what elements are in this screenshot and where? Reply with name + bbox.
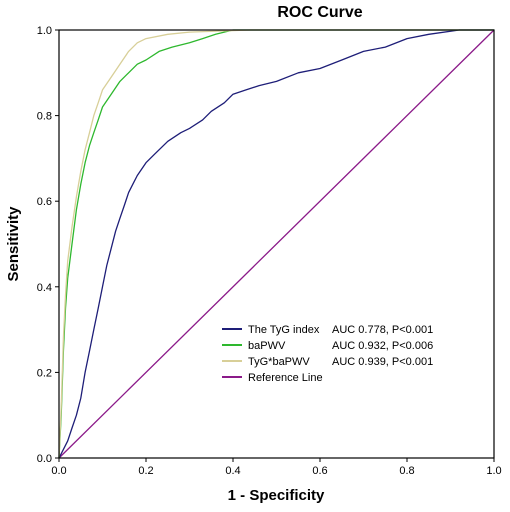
y-axis-title: Sensitivity — [5, 206, 22, 282]
series-line-the-tyg-index — [58, 29, 494, 459]
y-tick-label: 0.8 — [37, 111, 52, 123]
legend-stat-bapwv: AUC 0.932, P<0.006 — [332, 340, 433, 352]
x-axis-title: 1 - Specificity — [228, 487, 325, 504]
series-line-tyg-bapwv — [58, 29, 494, 459]
legend-label-bapwv: baPWV — [248, 340, 286, 352]
legend-label-reference-line: Reference Line — [248, 372, 323, 384]
x-tick-label: 0.8 — [399, 465, 414, 477]
legend-stat-the-tyg-index: AUC 0.778, P<0.001 — [332, 324, 433, 336]
y-tick-label: 0.6 — [37, 196, 52, 208]
x-tick-label: 0.2 — [138, 465, 153, 477]
tick-layer: 0.0 0.2 0.4 0.6 0.8 1.0 0.0 0.2 0.4 0.6 0.8 1.0 — [37, 25, 502, 477]
x-tick-label: 1.0 — [486, 465, 501, 477]
y-tick-label: 0.4 — [37, 282, 52, 294]
x-tick-label: 0.0 — [51, 465, 66, 477]
y-tick-label: 1.0 — [37, 25, 52, 37]
series-layer — [58, 29, 495, 459]
legend: The TyG index AUC 0.778, P<0.001 baPWV AUC … — [222, 324, 433, 384]
plot-frame — [58, 29, 495, 459]
y-tick-label: 0.0 — [37, 453, 52, 465]
x-tick-label: 0.4 — [225, 465, 240, 477]
series-line-reference-line — [58, 29, 495, 459]
x-tick-label: 0.6 — [312, 465, 327, 477]
legend-stat-tyg-bapwv: AUC 0.939, P<0.001 — [332, 356, 433, 368]
y-tick-label: 0.2 — [37, 367, 52, 379]
series-line-bapwv — [58, 29, 494, 459]
legend-label-tyg-bapwv: TyG*baPWV — [248, 356, 310, 368]
legend-label-the-tyg-index: The TyG index — [248, 324, 320, 336]
chart-title: ROC Curve — [277, 4, 362, 21]
